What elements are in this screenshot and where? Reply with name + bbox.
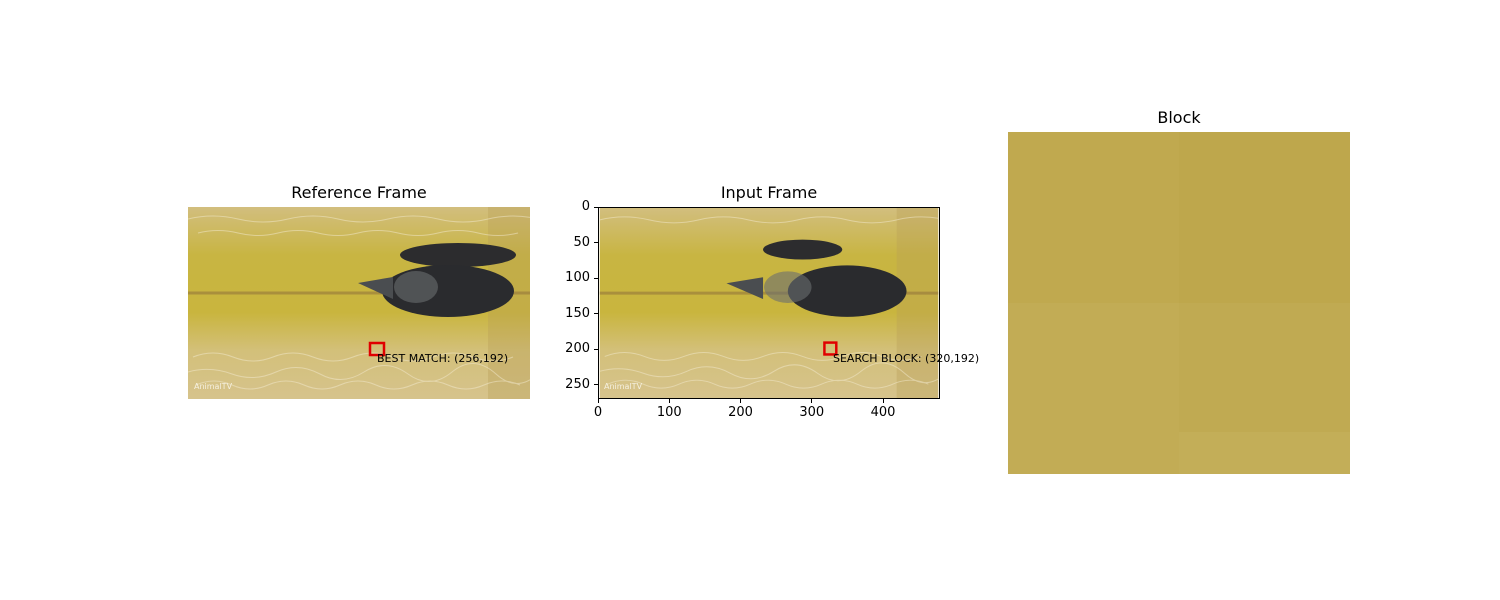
y-tick-mark [594, 206, 598, 208]
x-tick-label: 100 [656, 405, 682, 420]
x-tick-mark [597, 399, 599, 403]
input-frame-title: Input Frame [720, 183, 818, 202]
y-tick-mark [594, 313, 598, 315]
input-watermark: AnimalTV [604, 382, 643, 391]
y-tick-mark [594, 384, 598, 386]
x-tick-mark [811, 399, 813, 403]
x-tick-mark [668, 399, 670, 403]
y-tick-label: 150 [565, 305, 590, 321]
y-tick-label: 250 [565, 376, 590, 392]
reference-watermark: AnimalTV [194, 382, 233, 391]
x-tick-mark [882, 399, 884, 403]
search-block-label: SEARCH BLOCK: (320,192) [833, 352, 980, 365]
x-tick-label: 400 [870, 405, 896, 420]
x-tick-mark [740, 399, 741, 403]
reference-frame-title: Reference Frame [291, 183, 427, 202]
y-tick-mark [594, 348, 598, 350]
y-tick-label: 50 [573, 234, 590, 250]
y-tick-mark [594, 242, 598, 244]
block-title: Block [1157, 108, 1201, 127]
x-tick-label: 200 [728, 405, 753, 420]
block-image [1008, 132, 1350, 474]
input-frame-image [598, 207, 940, 399]
y-tick-label: 200 [565, 341, 590, 357]
y-tick-label: 0 [581, 199, 590, 214]
y-tick-label: 100 [565, 270, 590, 286]
y-tick-mark [594, 277, 598, 279]
x-tick-label: 0 [593, 405, 603, 420]
x-tick-label: 300 [799, 405, 825, 420]
best-match-label: BEST MATCH: (256,192) [377, 352, 509, 365]
reference-frame-image [188, 207, 530, 399]
